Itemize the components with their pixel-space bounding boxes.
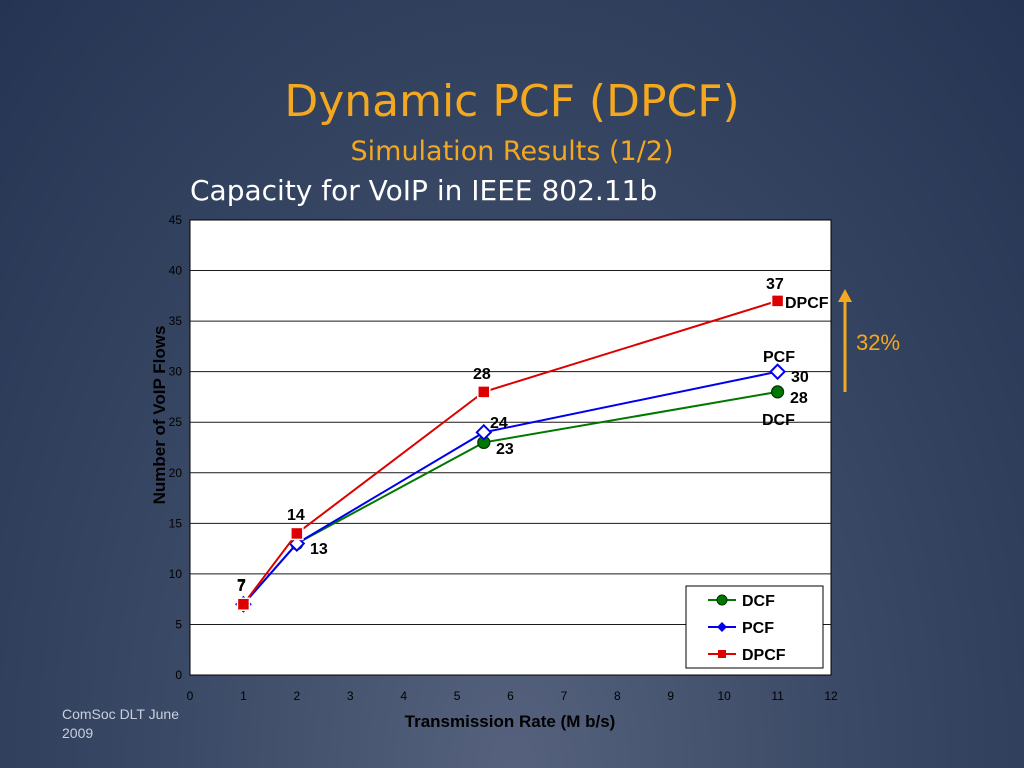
point-pcf-3 xyxy=(769,363,786,381)
x-tick-12: 12 xyxy=(824,689,838,703)
slide-footer: ComSoc DLT June 2009 xyxy=(62,706,179,741)
data-label-dpcf-11: 37 xyxy=(766,276,784,293)
x-tick-2: 2 xyxy=(293,689,300,703)
y-tick-20: 20 xyxy=(169,466,183,480)
series-dpcf xyxy=(236,294,785,611)
data-label-pcf-5: 24 xyxy=(490,415,508,432)
x-tick-7: 7 xyxy=(561,689,568,703)
legend-marker-pcf xyxy=(717,622,727,632)
legend-label-dpcf: DPCF xyxy=(742,647,786,664)
x-tick-3: 3 xyxy=(347,689,354,703)
point-pcf-2 xyxy=(475,423,493,441)
legend-item-dpcf: DPCF xyxy=(708,647,786,664)
x-tick-0: 0 xyxy=(187,689,194,703)
y-tick-25: 25 xyxy=(169,415,183,429)
y-tick-5: 5 xyxy=(175,617,182,631)
slide-title: Dynamic PCF (DPCF) xyxy=(284,76,740,127)
data-label-pcf-2: 13 xyxy=(310,541,328,558)
annotation-dcf: DCF xyxy=(762,412,795,429)
legend: DCF PCF DPCF xyxy=(685,585,824,669)
data-label-dcf-1: 7 xyxy=(237,578,246,595)
data-label-pcf-11: 30 xyxy=(791,369,809,386)
line-pcf xyxy=(242,370,778,605)
series-layer xyxy=(235,294,786,613)
data-label-dpcf-5: 28 xyxy=(473,366,491,383)
y-tick-15: 15 xyxy=(169,516,183,530)
legend-marker-dcf xyxy=(716,594,728,606)
y-tick-35: 35 xyxy=(169,314,183,328)
data-label-dcf-11: 28 xyxy=(790,390,808,407)
y-tick-labels: 0 5 10 15 20 25 30 35 40 45 xyxy=(169,213,183,682)
point-dcf-3 xyxy=(770,385,785,399)
x-tick-1: 1 xyxy=(240,689,247,703)
y-tick-0: 0 xyxy=(175,668,182,682)
legend-item-dcf: DCF xyxy=(708,593,775,610)
slide-subtitle: Simulation Results (1/2) xyxy=(350,136,674,167)
line-dpcf xyxy=(242,299,778,605)
improvement-label: 32% xyxy=(856,330,900,355)
legend-item-pcf: PCF xyxy=(708,620,774,637)
y-tick-10: 10 xyxy=(169,567,183,581)
legend-marker-dpcf xyxy=(718,650,726,658)
y-tick-30: 30 xyxy=(169,365,183,379)
x-tick-10: 10 xyxy=(717,689,731,703)
x-axis-title: Transmission Rate (M b/s) xyxy=(405,712,616,731)
data-label-dpcf-2: 14 xyxy=(287,507,305,524)
point-dpcf-3 xyxy=(770,294,785,308)
x-tick-9: 9 xyxy=(667,689,674,703)
point-dpcf-1 xyxy=(290,526,304,541)
x-tick-6: 6 xyxy=(507,689,514,703)
point-dpcf-0 xyxy=(236,597,251,611)
x-tick-5: 5 xyxy=(454,689,461,703)
chart-heading: Capacity for VoIP in IEEE 802.11b xyxy=(190,174,658,207)
y-tick-40: 40 xyxy=(169,264,183,278)
x-tick-4: 4 xyxy=(400,689,407,703)
data-label-dpcf-1: 7 xyxy=(237,577,246,594)
annotation-pcf: PCF xyxy=(763,349,795,366)
x-tick-8: 8 xyxy=(614,689,621,703)
improvement-arrow xyxy=(838,289,852,392)
data-label-dcf-5: 23 xyxy=(496,441,514,458)
x-tick-11: 11 xyxy=(771,689,784,703)
annotation-dpcf: DPCF xyxy=(785,295,829,312)
legend-label-pcf: PCF xyxy=(742,620,774,637)
y-tick-45: 45 xyxy=(169,213,183,227)
x-tick-labels: 0 1 2 3 4 5 6 7 8 9 10 11 12 xyxy=(187,689,838,703)
y-axis-title: Number of VoIP Flows xyxy=(150,326,169,505)
point-dpcf-2 xyxy=(477,385,491,399)
legend-label-dcf: DCF xyxy=(742,593,775,610)
